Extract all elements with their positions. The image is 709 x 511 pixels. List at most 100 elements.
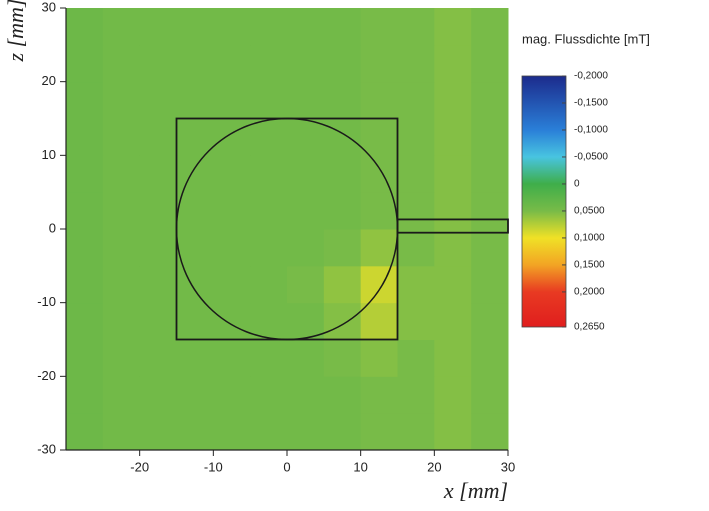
heatmap-cell <box>213 339 251 377</box>
heatmap-cell <box>213 265 251 304</box>
heatmap-cell <box>213 81 251 119</box>
heatmap <box>66 8 509 451</box>
colorbar-tick-label: 0,2650 <box>574 322 605 333</box>
heatmap-cell <box>250 339 288 377</box>
heatmap-cell <box>139 376 177 414</box>
heatmap-cell <box>250 8 288 46</box>
colorbar-tick-label: 0,1500 <box>574 260 605 271</box>
heatmap-cell <box>323 81 362 119</box>
heatmap-cell <box>176 81 214 119</box>
heatmap-cell <box>250 155 288 193</box>
heatmap-cell <box>323 302 362 340</box>
heatmap-cell <box>397 376 435 414</box>
colorbar-tick-label: -0,2000 <box>574 71 608 82</box>
heatmap-cell <box>323 118 362 156</box>
heatmap-cell <box>360 118 398 156</box>
x-tick-label: 0 <box>283 459 290 474</box>
heatmap-cell <box>102 118 141 156</box>
heatmap-cell <box>102 339 141 377</box>
y-tick-label: -20 <box>37 368 56 383</box>
heatmap-cell <box>102 302 141 340</box>
heatmap-cell <box>66 81 104 119</box>
heatmap-cell <box>434 302 472 340</box>
heatmap-cell <box>66 265 104 304</box>
heatmap-cell <box>102 8 141 46</box>
heatmap-cell <box>139 229 177 267</box>
heatmap-cell <box>66 413 104 451</box>
heatmap-cell <box>176 413 214 451</box>
outline-rect <box>396 218 509 234</box>
heatmap-cell <box>397 81 435 119</box>
heatmap-cell <box>66 155 104 193</box>
heatmap-cell <box>139 8 177 46</box>
heatmap-cell <box>287 229 325 267</box>
heatmap-cell <box>323 44 362 83</box>
heatmap-cell <box>323 339 362 377</box>
heatmap-cell <box>139 118 177 156</box>
y-tick-label: 10 <box>42 147 56 162</box>
heatmap-cell <box>287 339 325 377</box>
heatmap-cell <box>139 339 177 377</box>
x-tick-label: -10 <box>204 459 223 474</box>
heatmap-cell <box>434 229 472 267</box>
heatmap-cell <box>360 413 398 451</box>
heatmap-cell <box>471 192 509 230</box>
heatmap-cell <box>176 229 214 267</box>
heatmap-cell <box>323 413 362 451</box>
heatmap-cell <box>102 155 141 193</box>
colorbar: -0,2000 -0,1500 -0,1000 -0,0500 0 0,0500 0,100… <box>521 71 608 333</box>
heatmap-cell <box>287 265 325 304</box>
heatmap-cell <box>397 413 435 451</box>
heatmap-cell <box>287 155 325 193</box>
heatmap-cell <box>287 81 325 119</box>
heatmap-cell <box>139 155 177 193</box>
y-tick-label: 30 <box>42 0 56 14</box>
heatmap-cell <box>397 192 435 230</box>
heatmap-cell <box>250 265 288 304</box>
y-axis-label: z [mm] <box>3 0 28 62</box>
heatmap-cell <box>471 44 509 83</box>
heatmap-cell <box>323 229 362 267</box>
heatmap-cell <box>434 44 472 83</box>
colorbar-tick-label: 0,1000 <box>574 233 605 244</box>
heatmap-cell <box>360 81 398 119</box>
heatmap-cell <box>66 44 104 83</box>
heatmap-cell <box>66 376 104 414</box>
heatmap-cell <box>66 192 104 230</box>
heatmap-cell <box>102 81 141 119</box>
heatmap-cell <box>434 376 472 414</box>
heatmap-cell <box>287 413 325 451</box>
colorbar-tick-label: -0,1500 <box>574 98 608 109</box>
heatmap-cell <box>176 265 214 304</box>
heatmap-cell <box>287 8 325 46</box>
heatmap-cell <box>360 302 398 340</box>
heatmap-cell <box>434 192 472 230</box>
heatmap-cell <box>139 44 177 83</box>
heatmap-cell <box>139 413 177 451</box>
heatmap-cell <box>397 265 435 304</box>
heatmap-cell <box>397 229 435 267</box>
heatmap-cell <box>102 192 141 230</box>
y-tick-label: 20 <box>42 73 56 88</box>
heatmap-cell <box>176 44 214 83</box>
heatmap-cell <box>397 339 435 377</box>
heatmap-cell <box>360 339 398 377</box>
heatmap-cell <box>434 155 472 193</box>
heatmap-cell <box>323 8 362 46</box>
heatmap-cell <box>176 339 214 377</box>
heatmap-cell <box>102 44 141 83</box>
heatmap-cell <box>250 413 288 451</box>
heatmap-cell <box>397 8 435 46</box>
x-axis-label: x [mm] <box>443 478 508 503</box>
heatmap-cell <box>360 265 398 304</box>
heatmap-cell <box>434 8 472 46</box>
heatmap-cell <box>102 229 141 267</box>
heatmap-cell <box>360 376 398 414</box>
heatmap-cell <box>323 265 362 304</box>
heatmap-cell <box>213 413 251 451</box>
heatmap-cell <box>250 44 288 83</box>
heatmap-cell <box>360 229 398 267</box>
y-tick-label: -10 <box>37 294 56 309</box>
x-tick-label: 10 <box>353 459 367 474</box>
